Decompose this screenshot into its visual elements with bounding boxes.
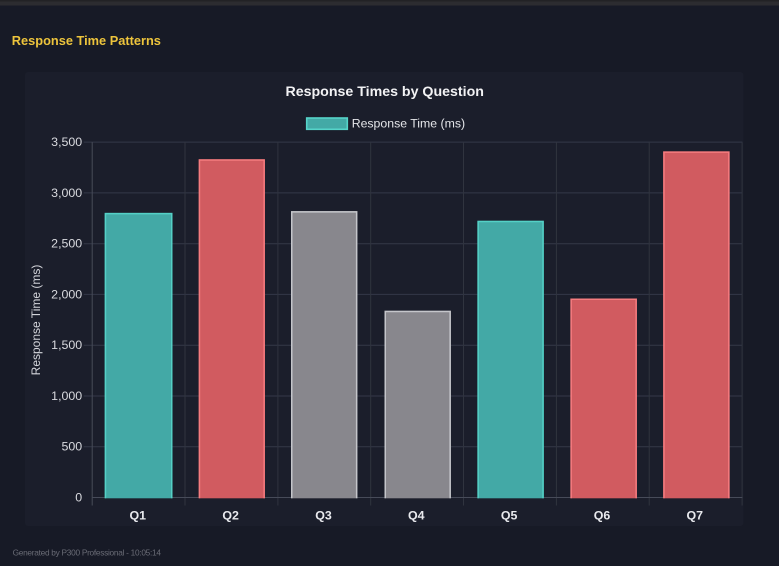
- svg-text:Response Time Patterns: Response Time Patterns: [12, 33, 161, 48]
- svg-text:Q1: Q1: [130, 509, 147, 523]
- svg-text:1,000: 1,000: [51, 389, 82, 403]
- svg-text:Q7: Q7: [687, 509, 704, 523]
- svg-text:500: 500: [62, 440, 83, 454]
- svg-text:Q2: Q2: [222, 509, 239, 523]
- svg-text:Q6: Q6: [594, 509, 611, 523]
- svg-text:Response Time (ms): Response Time (ms): [29, 265, 43, 376]
- svg-text:Q3: Q3: [315, 509, 332, 523]
- svg-text:Q5: Q5: [501, 509, 518, 523]
- svg-text:Q4: Q4: [408, 509, 425, 523]
- svg-text:1,500: 1,500: [51, 338, 82, 352]
- svg-text:Generated by P300 Professional: Generated by P300 Professional - 10:05:1…: [13, 547, 162, 557]
- svg-text:3,000: 3,000: [51, 186, 82, 200]
- svg-text:2,500: 2,500: [51, 237, 82, 251]
- svg-text:Response Times by Question: Response Times by Question: [285, 84, 483, 100]
- svg-text:3,500: 3,500: [51, 135, 82, 149]
- svg-text:0: 0: [75, 490, 82, 504]
- svg-text:2,000: 2,000: [51, 287, 82, 301]
- svg-text:Response Time (ms): Response Time (ms): [352, 117, 465, 131]
